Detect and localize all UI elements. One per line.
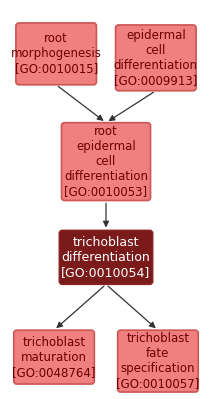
Text: trichoblast
fate
specification
[GO:0010057]: trichoblast fate specification [GO:00100… [116, 332, 199, 390]
Text: epidermal
cell
differentiation
[GO:0009913]: epidermal cell differentiation [GO:00099… [114, 29, 198, 87]
Text: trichoblast
maturation
[GO:0048764]: trichoblast maturation [GO:0048764] [12, 336, 96, 379]
FancyBboxPatch shape [118, 330, 198, 392]
FancyBboxPatch shape [116, 25, 196, 91]
FancyBboxPatch shape [59, 231, 153, 284]
FancyBboxPatch shape [16, 23, 96, 85]
FancyBboxPatch shape [61, 123, 151, 201]
Text: root
epidermal
cell
differentiation
[GO:0010053]: root epidermal cell differentiation [GO:… [64, 125, 148, 198]
Text: trichoblast
differentiation
[GO:0010054]: trichoblast differentiation [GO:0010054] [61, 236, 151, 279]
FancyBboxPatch shape [14, 330, 94, 384]
Text: root
morphogenesis
[GO:0010015]: root morphogenesis [GO:0010015] [11, 32, 102, 75]
